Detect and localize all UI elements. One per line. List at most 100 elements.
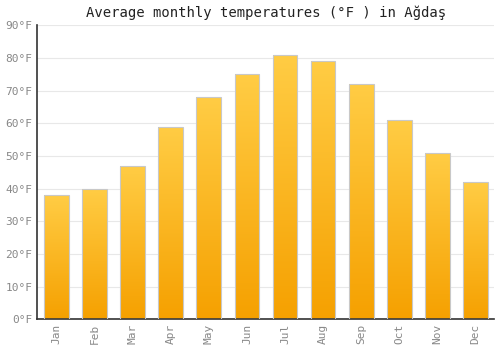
Bar xyxy=(120,308,145,309)
Bar xyxy=(44,317,69,318)
Bar xyxy=(234,178,260,180)
Bar xyxy=(310,157,336,158)
Bar xyxy=(349,154,374,155)
Bar xyxy=(158,290,183,292)
Bar xyxy=(425,180,450,181)
Bar xyxy=(158,292,183,293)
Bar xyxy=(44,206,69,207)
Bar xyxy=(425,156,450,157)
Bar xyxy=(349,298,374,299)
Bar xyxy=(425,292,450,293)
Bar xyxy=(349,168,374,169)
Bar xyxy=(272,195,297,196)
Bar xyxy=(310,172,336,174)
Bar xyxy=(196,142,221,143)
Bar xyxy=(387,209,411,210)
Bar xyxy=(234,260,260,262)
Bar xyxy=(196,239,221,240)
Bar xyxy=(425,257,450,258)
Bar xyxy=(120,233,145,234)
Bar xyxy=(196,99,221,100)
Bar xyxy=(310,65,336,66)
Bar xyxy=(425,170,450,171)
Bar xyxy=(349,136,374,137)
Bar xyxy=(158,136,183,137)
Bar xyxy=(310,204,336,206)
Bar xyxy=(463,268,488,269)
Bar xyxy=(158,134,183,135)
Bar xyxy=(196,298,221,299)
Bar xyxy=(272,59,297,60)
Bar xyxy=(120,210,145,211)
Bar xyxy=(463,300,488,301)
Bar xyxy=(196,116,221,117)
Bar xyxy=(120,188,145,189)
Bar xyxy=(272,318,297,319)
Bar xyxy=(234,299,260,300)
Bar xyxy=(425,191,450,192)
Bar xyxy=(272,71,297,72)
Bar xyxy=(196,155,221,156)
Bar xyxy=(234,262,260,263)
Bar xyxy=(272,158,297,159)
Bar xyxy=(44,299,69,300)
Bar xyxy=(387,215,411,216)
Bar xyxy=(463,310,488,311)
Bar xyxy=(158,253,183,254)
Bar xyxy=(349,312,374,314)
Bar xyxy=(196,113,221,114)
Bar xyxy=(310,139,336,140)
Bar xyxy=(234,237,260,238)
Bar xyxy=(463,270,488,271)
Bar xyxy=(387,234,411,236)
Bar xyxy=(463,183,488,184)
Bar xyxy=(425,178,450,180)
Bar xyxy=(310,206,336,207)
Bar xyxy=(44,268,69,269)
Bar xyxy=(272,89,297,91)
Bar xyxy=(425,309,450,310)
Bar xyxy=(44,196,69,197)
Bar xyxy=(310,220,336,221)
Bar xyxy=(272,122,297,124)
Bar xyxy=(196,120,221,122)
Bar xyxy=(310,146,336,148)
Bar xyxy=(158,316,183,317)
Bar xyxy=(349,216,374,217)
Bar xyxy=(387,188,411,189)
Bar xyxy=(234,98,260,99)
Bar xyxy=(349,278,374,279)
Bar xyxy=(234,92,260,93)
Bar xyxy=(158,161,183,162)
Bar xyxy=(44,233,69,234)
Bar xyxy=(44,225,69,226)
Bar xyxy=(463,190,488,191)
Bar xyxy=(463,283,488,284)
Bar xyxy=(387,261,411,262)
Bar xyxy=(387,282,411,284)
Bar xyxy=(196,267,221,268)
Bar xyxy=(310,216,336,217)
Bar xyxy=(310,171,336,172)
Bar xyxy=(310,135,336,136)
Bar xyxy=(44,205,69,206)
Bar xyxy=(463,267,488,268)
Bar xyxy=(82,299,107,300)
Bar xyxy=(234,183,260,184)
Bar xyxy=(349,150,374,151)
Bar xyxy=(234,309,260,311)
Bar xyxy=(120,286,145,287)
Bar xyxy=(272,280,297,281)
Bar xyxy=(310,260,336,261)
Bar xyxy=(272,97,297,98)
Bar xyxy=(234,115,260,116)
Bar xyxy=(44,278,69,279)
Bar xyxy=(234,265,260,267)
Bar xyxy=(120,268,145,269)
Bar xyxy=(387,127,411,128)
Bar xyxy=(120,191,145,192)
Bar xyxy=(425,303,450,304)
Bar xyxy=(234,134,260,135)
Bar xyxy=(158,230,183,231)
Bar xyxy=(44,307,69,308)
